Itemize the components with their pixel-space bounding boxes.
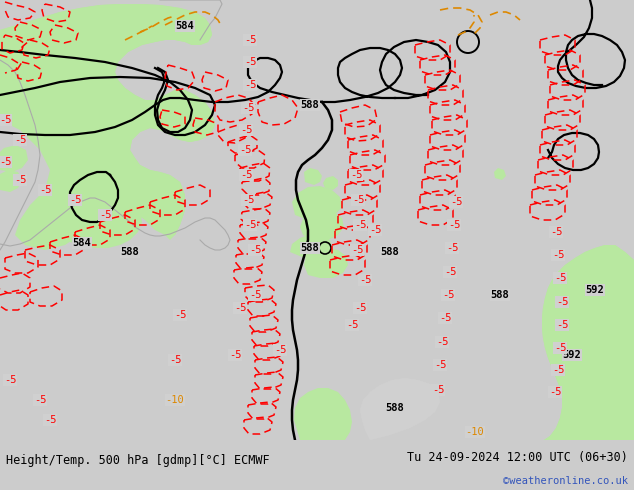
Text: -5: -5 — [346, 320, 358, 330]
Text: 588: 588 — [301, 100, 320, 110]
Text: -5: -5 — [442, 290, 454, 300]
Text: -5: -5 — [243, 35, 256, 45]
Text: -5: -5 — [0, 157, 11, 167]
Text: 592: 592 — [586, 285, 604, 295]
Text: -5: -5 — [243, 220, 256, 230]
Polygon shape — [300, 210, 344, 240]
Text: -5: -5 — [549, 387, 561, 397]
Polygon shape — [360, 378, 440, 440]
Text: Tu 24-09-2024 12:00 UTC (06+30): Tu 24-09-2024 12:00 UTC (06+30) — [407, 451, 628, 464]
Text: -5: -5 — [359, 275, 372, 285]
Text: -5: -5 — [169, 355, 181, 365]
Text: -5: -5 — [432, 385, 444, 395]
Text: -5: -5 — [444, 267, 456, 277]
Text: 588: 588 — [301, 243, 320, 253]
Text: -5: -5 — [68, 195, 81, 205]
Text: -5: -5 — [39, 185, 51, 195]
Text: -5: -5 — [434, 360, 446, 370]
Text: Height/Temp. 500 hPa [gdmp][°C] ECMWF: Height/Temp. 500 hPa [gdmp][°C] ECMWF — [6, 454, 270, 466]
Polygon shape — [58, 198, 142, 248]
Polygon shape — [0, 0, 215, 250]
Text: -5: -5 — [369, 225, 381, 235]
Text: -5: -5 — [446, 243, 458, 253]
Text: -5: -5 — [450, 197, 462, 207]
Text: 588: 588 — [385, 403, 404, 413]
Text: -5: -5 — [243, 80, 256, 90]
Polygon shape — [290, 234, 332, 258]
Text: -5: -5 — [4, 375, 16, 385]
Text: -5: -5 — [0, 115, 11, 125]
Text: -5: -5 — [354, 303, 366, 313]
Text: -5: -5 — [556, 320, 568, 330]
Text: 592: 592 — [562, 350, 581, 360]
Text: -5: -5 — [14, 135, 26, 145]
Text: -5: -5 — [448, 220, 460, 230]
Polygon shape — [292, 186, 342, 220]
Text: 588: 588 — [380, 247, 399, 257]
Polygon shape — [345, 378, 440, 440]
Polygon shape — [294, 388, 352, 440]
Text: -10: -10 — [165, 395, 184, 405]
Text: -5: -5 — [352, 195, 365, 205]
Text: -5: -5 — [249, 245, 261, 255]
Text: ©weatheronline.co.uk: ©weatheronline.co.uk — [503, 476, 628, 486]
Text: -5: -5 — [242, 103, 254, 113]
Text: 588: 588 — [120, 247, 139, 257]
Text: -5: -5 — [552, 250, 564, 260]
Text: -5: -5 — [439, 313, 451, 323]
Text: -5: -5 — [174, 310, 186, 320]
Text: -10: -10 — [465, 427, 484, 437]
Text: -5: -5 — [34, 395, 46, 405]
Text: -5: -5 — [351, 245, 363, 255]
Polygon shape — [323, 176, 338, 190]
Polygon shape — [370, 245, 634, 440]
Text: -5: -5 — [242, 195, 254, 205]
Text: -5: -5 — [243, 57, 256, 67]
Polygon shape — [304, 168, 322, 185]
Text: -5: -5 — [274, 345, 286, 355]
Polygon shape — [0, 170, 22, 192]
Text: -5: -5 — [234, 303, 246, 313]
Text: -5: -5 — [240, 170, 252, 180]
Text: 588: 588 — [491, 290, 509, 300]
Text: -5: -5 — [350, 170, 362, 180]
Text: -5: -5 — [239, 145, 251, 155]
Polygon shape — [0, 145, 28, 172]
Text: -5: -5 — [240, 125, 252, 135]
Text: -5: -5 — [229, 350, 242, 360]
Polygon shape — [304, 248, 348, 278]
Text: -5: -5 — [553, 343, 566, 353]
Text: -5: -5 — [354, 220, 366, 230]
Text: -5: -5 — [44, 415, 56, 425]
Text: -5: -5 — [553, 273, 566, 283]
Text: -5: -5 — [14, 175, 26, 185]
Text: -5: -5 — [99, 210, 111, 220]
Text: 584: 584 — [176, 21, 195, 31]
Text: -5: -5 — [550, 227, 562, 237]
Polygon shape — [0, 4, 215, 235]
Text: 584: 584 — [73, 238, 91, 248]
Text: -5: -5 — [249, 290, 261, 300]
Text: -5: -5 — [556, 297, 568, 307]
Text: -5: -5 — [552, 365, 564, 375]
Text: -5: -5 — [436, 337, 448, 347]
Polygon shape — [345, 245, 634, 440]
Polygon shape — [494, 168, 506, 180]
